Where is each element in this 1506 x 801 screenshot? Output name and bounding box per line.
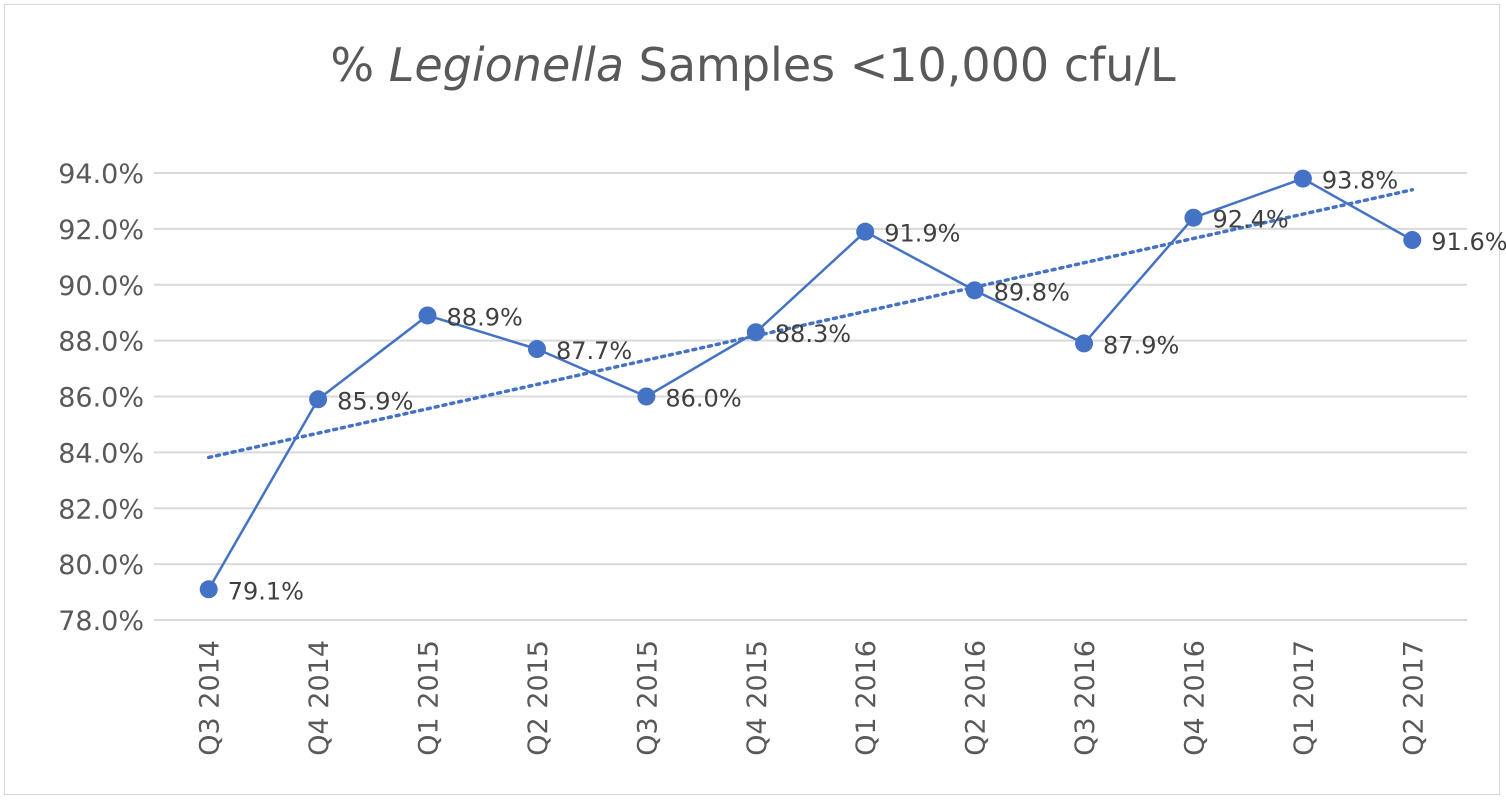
data-point bbox=[418, 306, 437, 325]
series-line bbox=[207, 177, 1413, 590]
y-tick-label: 80.0% bbox=[58, 550, 144, 581]
chart-frame bbox=[4, 4, 1500, 795]
x-tick-label: Q1 2016 bbox=[851, 640, 882, 756]
data-label: 88.3% bbox=[775, 320, 851, 348]
x-tick-label: Q3 2015 bbox=[632, 640, 663, 756]
data-label: 86.0% bbox=[665, 385, 741, 413]
x-tick-label: Q3 2014 bbox=[195, 640, 226, 756]
y-tick-label: 92.0% bbox=[58, 215, 144, 246]
data-label: 87.9% bbox=[1103, 331, 1179, 359]
data-label: 92.4% bbox=[1212, 206, 1288, 234]
data-point bbox=[309, 390, 328, 409]
x-tick-label: Q3 2016 bbox=[1070, 640, 1101, 756]
x-tick-label: Q4 2015 bbox=[742, 640, 773, 756]
x-tick-label: Q1 2015 bbox=[414, 640, 445, 756]
x-tick-label: Q4 2014 bbox=[304, 640, 335, 756]
y-tick-label: 90.0% bbox=[58, 271, 144, 302]
data-label: 85.9% bbox=[337, 387, 413, 415]
trendline-layer bbox=[206, 188, 1415, 460]
chart-title: % Legionella Samples <10,000 cfu/L bbox=[0, 38, 1506, 92]
data-labels: 79.1% 85.9% 88.9% 87.7% 86.0% 88.3% 91.9% 89.8%… bbox=[228, 167, 1506, 606]
data-label: 91.9% bbox=[884, 220, 960, 248]
data-label: 91.6% bbox=[1431, 228, 1506, 256]
x-tick-label: Q2 2017 bbox=[1398, 640, 1429, 756]
y-tick-label: 78.0% bbox=[58, 606, 144, 637]
y-tick-label: 94.0% bbox=[58, 159, 144, 190]
y-tick-label: 86.0% bbox=[58, 383, 144, 414]
chart-title-italic: Legionella bbox=[388, 38, 625, 92]
chart-title-prefix: % bbox=[330, 38, 389, 92]
data-point bbox=[1184, 208, 1203, 227]
data-label: 79.1% bbox=[228, 577, 304, 605]
data-point bbox=[199, 580, 218, 599]
data-point bbox=[1403, 231, 1422, 250]
trendline bbox=[206, 188, 1415, 460]
x-tick-label: Q4 2016 bbox=[1179, 640, 1210, 756]
data-point bbox=[637, 387, 656, 406]
x-tick-label: Q1 2017 bbox=[1289, 640, 1320, 756]
data-points bbox=[199, 169, 1422, 599]
y-tick-label: 82.0% bbox=[58, 494, 144, 525]
data-label: 88.9% bbox=[447, 303, 523, 331]
data-point bbox=[746, 323, 765, 342]
data-point bbox=[965, 281, 984, 300]
chart-title-suffix: Samples <10,000 cfu/L bbox=[624, 38, 1176, 92]
gridlines bbox=[154, 172, 1467, 621]
y-tick-label: 84.0% bbox=[58, 438, 144, 469]
data-label: 89.8% bbox=[994, 278, 1070, 306]
data-label: 87.7% bbox=[556, 337, 632, 365]
series-line-layer bbox=[207, 177, 1413, 590]
data-point bbox=[856, 222, 875, 241]
x-axis-tick-labels: Q3 2014 Q4 2014 Q1 2015 Q2 2015 Q3 2015 Q4 20… bbox=[195, 640, 1430, 756]
data-point bbox=[1075, 334, 1094, 353]
data-label: 93.8% bbox=[1322, 167, 1398, 195]
x-tick-label: Q2 2015 bbox=[523, 640, 554, 756]
y-axis-tick-labels: 78.0% 80.0% 82.0% 84.0% 86.0% 88.0% 90.0% 92.0%… bbox=[58, 159, 144, 637]
y-tick-label: 88.0% bbox=[58, 327, 144, 358]
data-point bbox=[527, 340, 546, 359]
data-point bbox=[1293, 169, 1312, 188]
x-tick-label: Q2 2016 bbox=[961, 640, 992, 756]
